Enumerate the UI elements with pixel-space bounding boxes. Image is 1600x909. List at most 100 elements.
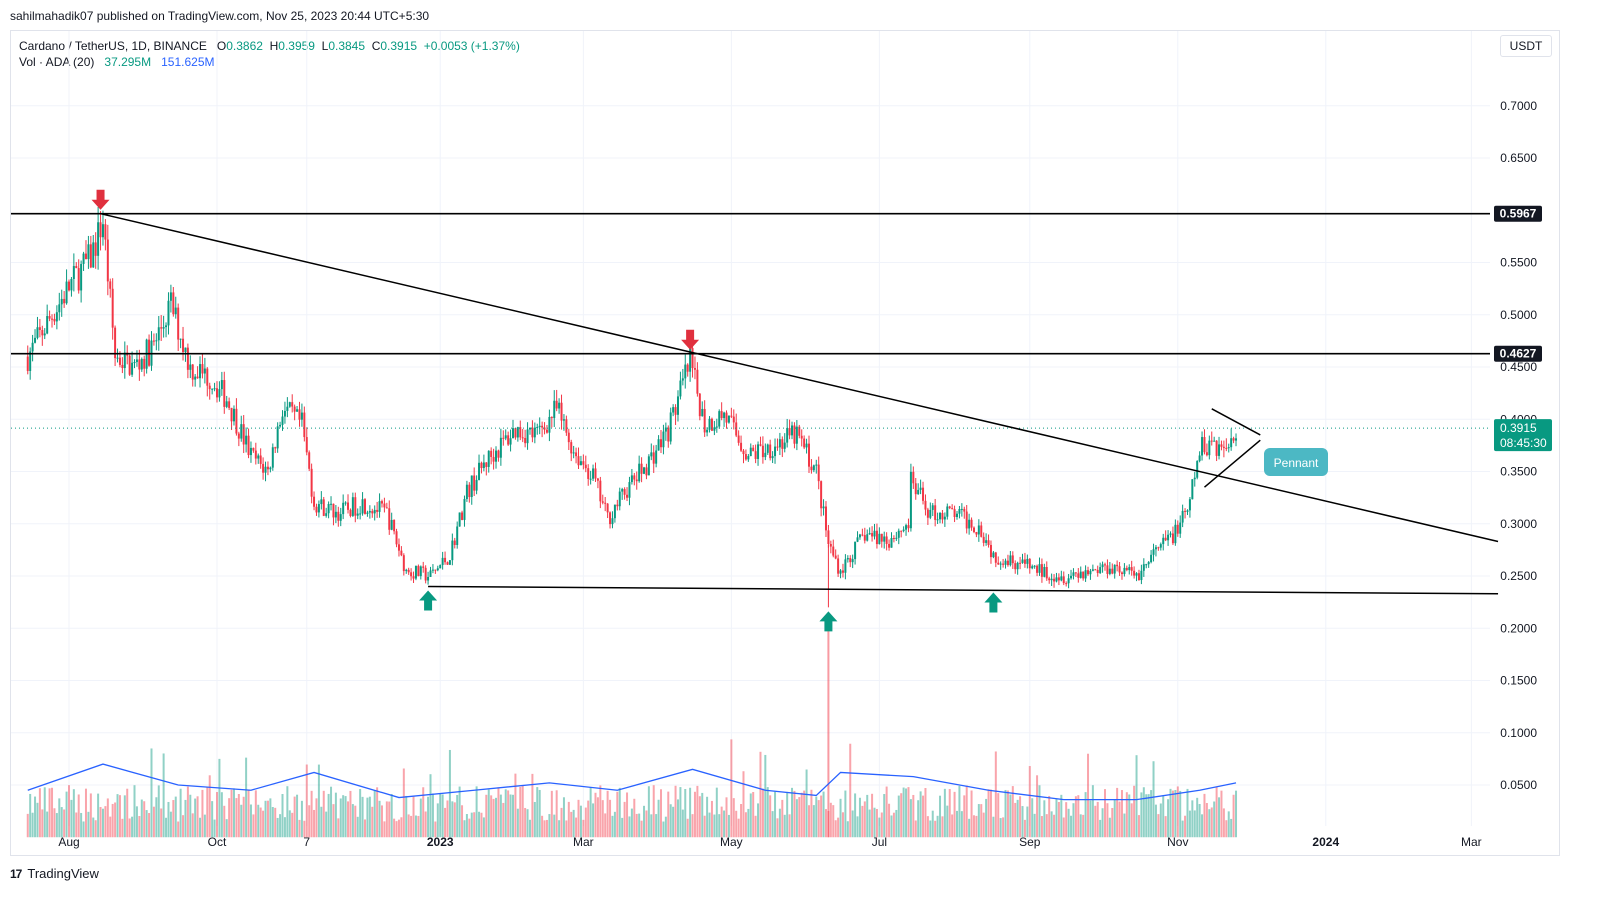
- candle-body: [332, 503, 335, 518]
- candle-body: [948, 506, 951, 509]
- volume-bar: [1176, 786, 1179, 838]
- candle-body: [334, 511, 337, 518]
- candle-body: [640, 463, 643, 474]
- candle-body: [228, 401, 231, 408]
- candle-body: [1188, 499, 1191, 511]
- candle-body: [199, 364, 202, 379]
- volume-bar: [878, 817, 881, 838]
- volume-bar: [373, 790, 376, 838]
- volume-bar: [1210, 807, 1213, 838]
- candle-body: [992, 552, 995, 558]
- volume-bar: [1079, 814, 1082, 838]
- candle-body: [453, 540, 456, 545]
- symbol-title[interactable]: Cardano / TetherUS, 1D, BINANCE: [19, 39, 207, 53]
- candle-body: [1152, 549, 1155, 555]
- volume-bar: [601, 800, 604, 838]
- volume-bar: [109, 816, 112, 838]
- candle-body: [53, 318, 56, 322]
- candle-body: [652, 452, 655, 464]
- candle-body: [1016, 562, 1019, 570]
- candle-body: [29, 351, 32, 371]
- candle-body: [1174, 524, 1177, 544]
- volume-bar: [1227, 811, 1230, 838]
- x-axis-label: Oct: [208, 835, 227, 849]
- pennant-lower: [1203, 439, 1261, 488]
- candle-body: [51, 318, 54, 320]
- candle-body: [347, 502, 350, 510]
- candle-body: [703, 408, 706, 433]
- candle-body: [468, 484, 471, 498]
- candle-body: [999, 563, 1002, 565]
- volume-bar: [417, 815, 420, 838]
- volume-bar: [638, 813, 641, 838]
- volume-bar: [1171, 790, 1174, 838]
- volume-bar: [953, 791, 956, 838]
- symbol-legend: Cardano / TetherUS, 1D, BINANCE O0.3862 …: [19, 38, 520, 54]
- candle-body: [1167, 534, 1170, 541]
- candle-body: [747, 456, 750, 460]
- currency-button[interactable]: USDT: [1500, 35, 1552, 57]
- volume-bar: [320, 806, 323, 838]
- volume-bar: [262, 810, 265, 838]
- candle-body: [451, 540, 454, 561]
- volume-bar: [371, 806, 374, 838]
- volume-bar: [941, 816, 944, 838]
- candle-body: [1050, 578, 1053, 581]
- candle-body: [994, 552, 997, 563]
- volume-bar: [788, 814, 791, 838]
- candle-body: [84, 253, 87, 260]
- volume-bar: [63, 809, 66, 838]
- volume-bar: [900, 793, 903, 838]
- candle-body: [458, 512, 461, 527]
- candle-body: [618, 491, 621, 507]
- volume-bar: [1120, 790, 1123, 838]
- volume-bar: [1104, 789, 1106, 838]
- candle-body: [361, 499, 364, 514]
- volume-bar: [441, 794, 444, 838]
- volume-label[interactable]: Vol · ADA (20): [19, 55, 95, 69]
- candle-body: [989, 544, 992, 558]
- volume-bar: [1016, 799, 1019, 838]
- volume-bar: [177, 821, 180, 838]
- tradingview-logo[interactable]: 17 TradingView: [10, 866, 99, 881]
- volume-bar: [232, 788, 235, 838]
- candle-body: [1196, 461, 1199, 478]
- volume-bar: [997, 793, 1000, 838]
- volume-bar: [385, 801, 388, 838]
- candle-body: [186, 347, 189, 370]
- volume-bar: [504, 789, 507, 838]
- volume-bar: [922, 795, 925, 838]
- candle-body: [749, 447, 752, 457]
- volume-bar: [808, 805, 810, 838]
- candle-body: [599, 480, 602, 502]
- volume-bar: [1203, 793, 1206, 838]
- volume-bar: [478, 811, 481, 838]
- volume-bar: [75, 812, 78, 838]
- candle-body: [60, 298, 63, 305]
- candle-body: [293, 406, 296, 412]
- volume-bar: [718, 814, 721, 838]
- volume-bar: [26, 813, 29, 838]
- volume-bar: [356, 816, 359, 838]
- volume-bar: [70, 799, 73, 838]
- candle-body: [662, 431, 665, 448]
- volume-bar: [689, 787, 692, 838]
- volume-bar: [1218, 797, 1221, 838]
- candle-body: [849, 558, 852, 563]
- volume-bar: [652, 785, 655, 838]
- candle-body: [182, 338, 185, 353]
- candle-body: [883, 536, 886, 542]
- candle-body: [1096, 569, 1099, 574]
- candle-body: [776, 446, 779, 448]
- volume-bar: [165, 817, 168, 838]
- volume-bar: [866, 794, 869, 838]
- volume-bar: [378, 800, 381, 838]
- volume-bar: [1188, 810, 1191, 838]
- candle-body: [114, 327, 117, 359]
- candle-body: [805, 443, 808, 448]
- candle-body: [900, 530, 903, 532]
- candle-body: [941, 512, 944, 520]
- volume-bar: [579, 805, 582, 838]
- low-label: L: [321, 39, 329, 53]
